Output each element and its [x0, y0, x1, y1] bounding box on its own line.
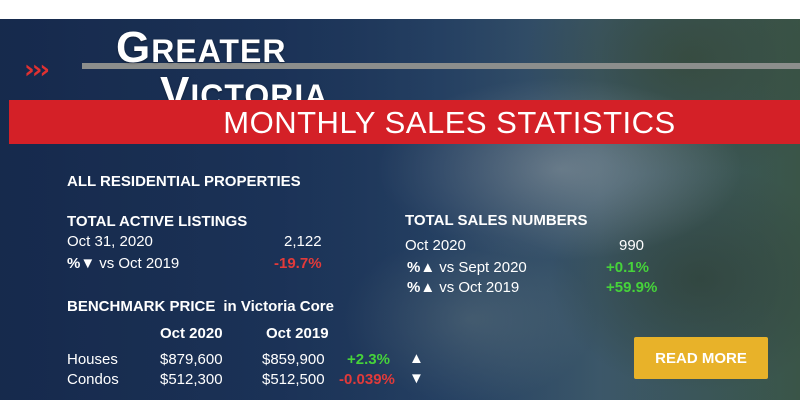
percent-label: % [407, 259, 421, 276]
change-comparison-label: vs Oct 2019 [439, 279, 520, 296]
change-comparison-label: vs Oct 2019 [99, 255, 180, 272]
title-bar: MONTHLY SALES STATISTICS [9, 100, 800, 144]
sales-numbers-value: 990 [619, 237, 645, 254]
sales-change-label: %▲ vs Oct 2019 [407, 279, 519, 296]
logo-greater-initial: G [116, 23, 152, 72]
active-listings-heading: TOTAL ACTIVE LISTINGS [67, 213, 248, 230]
active-listings-change-label: %▼ vs Oct 2019 [67, 255, 179, 272]
down-arrow-icon: ▼ [409, 370, 424, 387]
up-arrow-icon: ▲ [409, 350, 424, 367]
title-divider [82, 63, 800, 69]
down-arrow-icon: ▼ [80, 255, 96, 272]
active-listings-value: 2,122 [284, 233, 322, 250]
sales-numbers-date: Oct 2020 [405, 237, 466, 254]
sales-change-label: %▲ vs Sept 2020 [407, 259, 527, 276]
up-arrow-icon: ▲ [420, 279, 436, 296]
read-more-button[interactable]: READ MORE [634, 337, 768, 379]
benchmark-row-2020: $512,300 [160, 371, 223, 388]
benchmark-col-2019: Oct 2019 [266, 325, 329, 342]
benchmark-row-2019: $859,900 [262, 351, 325, 368]
section-title: ALL RESIDENTIAL PROPERTIES [67, 173, 301, 190]
hero-banner: ››› GREATER VICTORIA MONTHLY SALES STATI… [0, 19, 800, 400]
benchmark-row-label: Condos [67, 371, 119, 388]
active-listings-date: Oct 31, 2020 [67, 233, 153, 250]
change-comparison-label: vs Sept 2020 [439, 259, 527, 276]
benchmark-row-2020: $879,600 [160, 351, 223, 368]
sales-change-value: +59.9% [606, 279, 658, 296]
benchmark-subtitle: in Victoria Core [223, 298, 334, 315]
benchmark-row-change: -0.039% [339, 371, 395, 388]
banner-title: MONTHLY SALES STATISTICS [223, 105, 676, 140]
benchmark-heading: BENCHMARK PRICE in Victoria Core [67, 298, 334, 315]
benchmark-title: BENCHMARK PRICE [67, 298, 216, 315]
sales-change-value: +0.1% [606, 259, 649, 276]
sales-numbers-heading: TOTAL SALES NUMBERS [405, 212, 588, 229]
up-arrow-icon: ▲ [420, 259, 436, 276]
benchmark-row-change: +2.3% [347, 351, 390, 368]
percent-label: % [407, 279, 421, 296]
chevrons-icon: ››› [24, 55, 50, 85]
percent-label: % [67, 255, 81, 272]
benchmark-col-2020: Oct 2020 [160, 325, 223, 342]
logo-greater-rest: REATER [151, 33, 287, 69]
benchmark-row-2019: $512,500 [262, 371, 325, 388]
benchmark-row-label: Houses [67, 351, 118, 368]
banner-overlay [0, 19, 800, 400]
active-listings-change: -19.7% [274, 255, 322, 272]
logo-greater: GREATER [116, 23, 286, 73]
